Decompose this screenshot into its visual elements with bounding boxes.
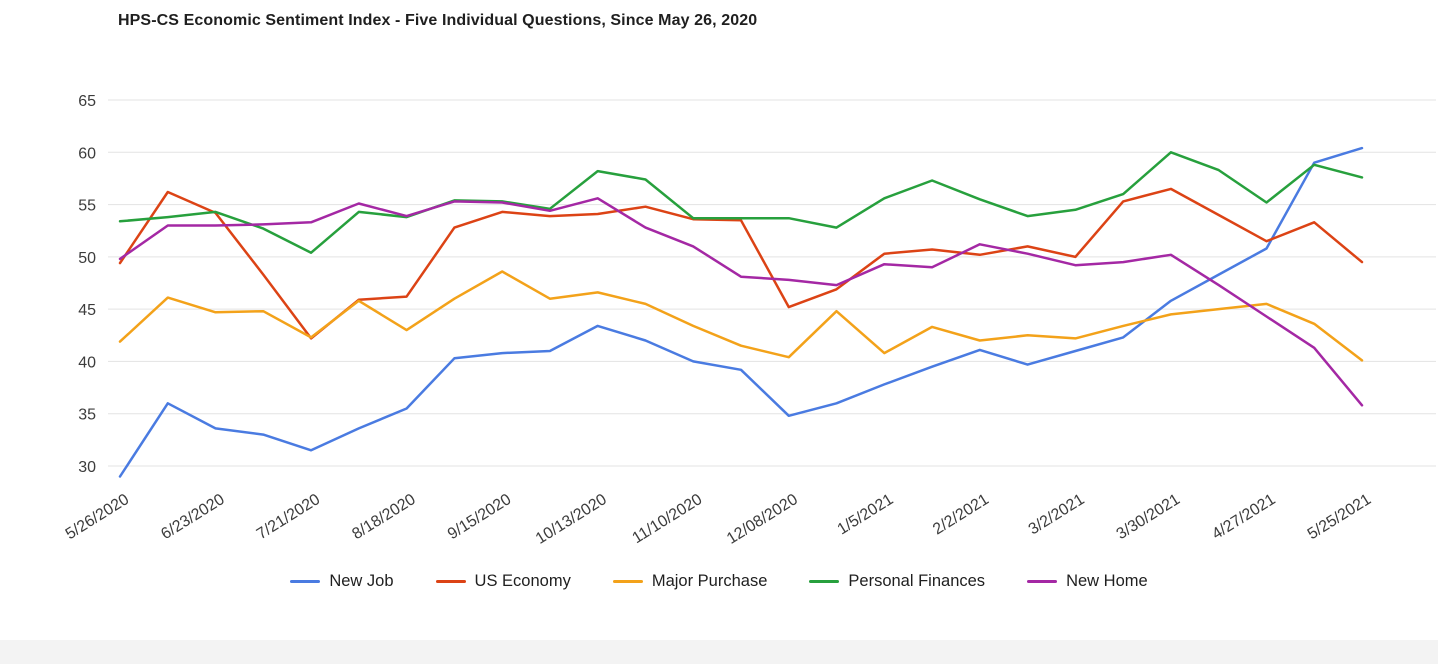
y-tick-label: 40 bbox=[78, 354, 96, 371]
x-tick-label: 8/18/2020 bbox=[349, 491, 418, 543]
series-line-new-job bbox=[118, 146, 1364, 478]
x-tick-label: 2/2/2021 bbox=[930, 491, 992, 538]
legend-swatch bbox=[612, 579, 643, 584]
legend-swatch bbox=[435, 579, 466, 584]
y-tick-label: 35 bbox=[78, 407, 96, 424]
x-tick-label: 12/08/2020 bbox=[724, 491, 801, 548]
x-tick-label: 5/26/2020 bbox=[63, 491, 132, 543]
x-tick-label: 4/27/2021 bbox=[1209, 491, 1278, 543]
legend-swatch bbox=[809, 579, 840, 584]
x-tick-label: 3/2/2021 bbox=[1026, 491, 1088, 538]
legend-item: New Home bbox=[1027, 572, 1148, 591]
y-tick-label: 55 bbox=[78, 198, 96, 215]
x-tick-label: 6/23/2020 bbox=[158, 491, 227, 543]
legend-item: Major Purchase bbox=[612, 572, 768, 591]
legend-item: Personal Finances bbox=[809, 572, 985, 591]
series-line-personal-finances bbox=[118, 151, 1364, 254]
y-tick-label: 60 bbox=[78, 145, 96, 162]
series-line-new-home bbox=[118, 197, 1364, 407]
bottom-strip bbox=[0, 640, 1438, 664]
legend: New Job US Economy Major Purchase Personal … bbox=[0, 572, 1438, 591]
chart-title: HPS-CS Economic Sentiment Index - Five I… bbox=[118, 12, 758, 29]
line-chart: 30 35 40 45 50 55 60 65 5/26/2020 6/23/2020 7/21/2… bbox=[63, 93, 1436, 548]
legend-label: New Home bbox=[1066, 572, 1148, 590]
x-tick-label: 9/15/2020 bbox=[445, 491, 514, 543]
legend-label: Major Purchase bbox=[651, 572, 768, 590]
legend-label: US Economy bbox=[474, 572, 571, 590]
x-tick-label: 11/10/2020 bbox=[629, 491, 705, 547]
legend-item: New Job bbox=[290, 572, 394, 591]
y-tick-label: 45 bbox=[78, 302, 96, 319]
y-tick-label: 50 bbox=[78, 250, 96, 267]
legend-label: Personal Finances bbox=[848, 572, 986, 590]
y-tick-label: 65 bbox=[78, 93, 96, 110]
series-line-major-purchase bbox=[118, 270, 1364, 362]
series-line-us-economy bbox=[118, 187, 1364, 340]
x-tick-label: 10/13/2020 bbox=[533, 491, 610, 548]
legend-swatch bbox=[290, 579, 321, 584]
legend-label: New Job bbox=[329, 572, 394, 590]
legend-item: US Economy bbox=[435, 572, 571, 591]
x-tick-label: 5/25/2021 bbox=[1305, 491, 1374, 543]
x-tick-label: 1/5/2021 bbox=[835, 491, 897, 538]
x-tick-label: 3/30/2021 bbox=[1114, 491, 1183, 543]
legend-swatch bbox=[1027, 579, 1058, 584]
y-tick-label: 30 bbox=[78, 459, 96, 476]
x-tick-label: 7/21/2020 bbox=[254, 491, 323, 543]
